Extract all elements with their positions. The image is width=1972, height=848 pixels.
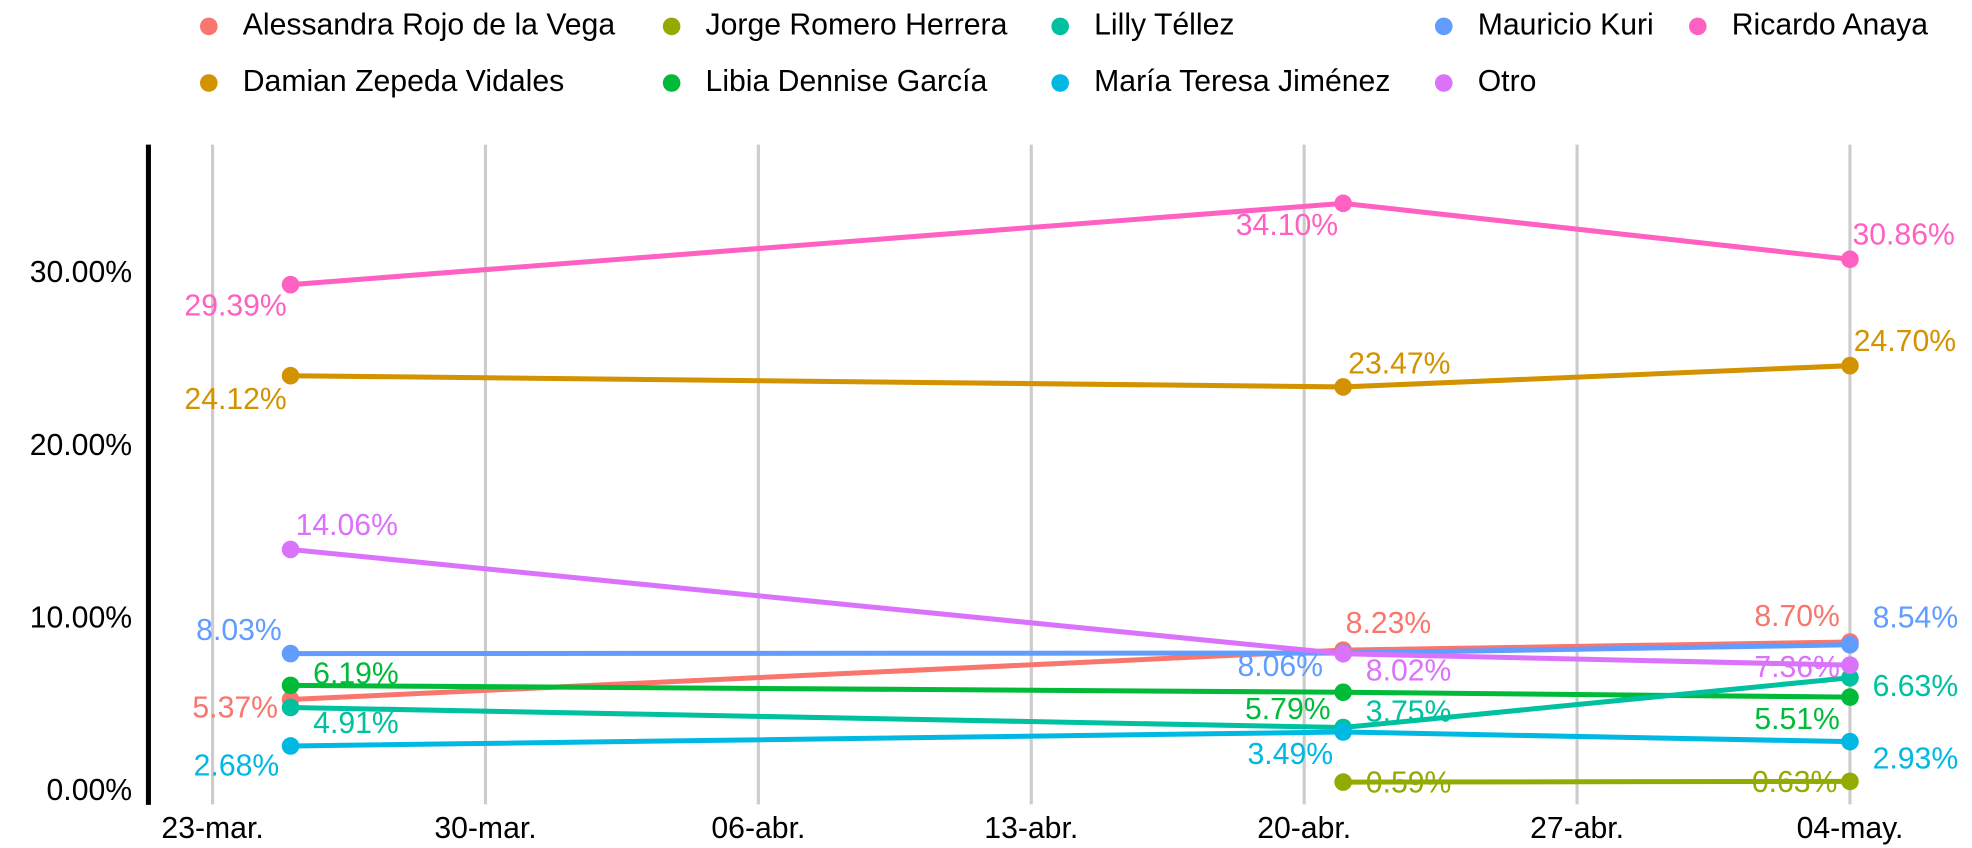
data-label: 8.02% (1366, 655, 1452, 688)
x-tick-label: 30-mar. (434, 812, 536, 845)
data-label: 24.12% (184, 383, 286, 416)
data-point (1841, 635, 1859, 654)
data-label: 29.39% (184, 289, 286, 322)
data-point (281, 540, 300, 559)
data-point (1841, 732, 1859, 751)
data-label: 2.93% (1873, 743, 1959, 776)
data-label: 30.86% (1852, 219, 1954, 252)
legend-marker (1051, 74, 1070, 92)
data-label: 24.70% (1854, 325, 1956, 358)
x-tick-label: 06-abr. (711, 812, 805, 845)
legend-label: Mauricio Kuri (1478, 8, 1654, 41)
data-point (1841, 772, 1859, 791)
legend-marker (662, 74, 681, 92)
data-label: 6.19% (313, 657, 399, 690)
y-tick-label: 30.00% (30, 256, 132, 289)
y-tick-label: 10.00% (30, 602, 132, 635)
x-tick-label: 20-abr. (1257, 812, 1351, 845)
series-line (290, 200, 1851, 288)
data-point (281, 737, 300, 755)
data-label: 5.79% (1245, 693, 1331, 726)
data-point (281, 644, 300, 663)
y-tick-label: 20.00% (30, 429, 132, 462)
data-label: 4.91% (313, 707, 399, 740)
data-label: 8.70% (1754, 600, 1840, 633)
data-label: 3.49% (1248, 738, 1334, 771)
series-line (290, 642, 1851, 657)
data-label: 2.68% (194, 749, 280, 782)
data-point (1334, 723, 1352, 741)
data-point (1841, 656, 1859, 674)
legend-marker (1434, 17, 1453, 36)
legend-marker (199, 17, 218, 36)
data-label: 34.10% (1236, 209, 1338, 242)
data-point (1334, 644, 1352, 663)
data-point (1334, 683, 1352, 702)
data-label: 8.54% (1873, 602, 1959, 635)
series-line (290, 729, 1851, 749)
data-label: 8.03% (196, 614, 282, 647)
data-point (1841, 250, 1859, 269)
data-point (1841, 356, 1859, 375)
y-tick-label: 0.00% (47, 774, 133, 807)
x-tick-label: 04-may. (1797, 812, 1904, 845)
data-label: 7.36% (1754, 651, 1840, 684)
data-label: 8.06% (1237, 650, 1323, 683)
data-point (281, 676, 300, 695)
data-label: 5.37% (192, 692, 278, 725)
x-tick-label: 27-abr. (1530, 812, 1624, 845)
data-label: 23.47% (1348, 348, 1450, 381)
data-label: 6.63% (1873, 670, 1959, 703)
legend-label: Alessandra Rojo de la Vega (243, 8, 616, 41)
legend-marker (1051, 17, 1070, 36)
legend-label: Lilly Téllez (1094, 8, 1234, 41)
series-line (290, 363, 1851, 390)
data-point (1334, 773, 1352, 791)
legend-label: Ricardo Anaya (1732, 8, 1928, 41)
legend-label: Libia Dennise García (706, 65, 988, 98)
data-point (1841, 668, 1859, 687)
data-point (281, 698, 300, 717)
data-label: 14.06% (296, 509, 398, 542)
data-label: 0.59% (1366, 767, 1452, 800)
legend-label: María Teresa Jiménez (1094, 65, 1390, 98)
data-label: 5.51% (1754, 703, 1840, 736)
legend-marker (1434, 74, 1453, 92)
legend-marker (199, 74, 218, 92)
data-point (1334, 194, 1352, 213)
x-tick-label: 13-abr. (984, 812, 1078, 845)
legend-label: Jorge Romero Herrera (706, 8, 1008, 41)
legend-marker (1688, 17, 1707, 36)
legend-marker (662, 17, 681, 36)
data-point (281, 275, 300, 294)
series-line (1343, 778, 1850, 785)
data-label: 3.75% (1366, 696, 1452, 729)
legend-label: Damian Zepeda Vidales (243, 65, 564, 98)
data-point (1334, 378, 1352, 396)
data-point (281, 366, 300, 385)
x-tick-label: 23-mar. (161, 812, 263, 845)
data-label: 8.23% (1346, 607, 1432, 640)
data-point (1841, 688, 1859, 706)
data-label: 0.63% (1752, 766, 1838, 799)
series-line (290, 682, 1850, 700)
legend-label: Otro (1478, 65, 1537, 98)
